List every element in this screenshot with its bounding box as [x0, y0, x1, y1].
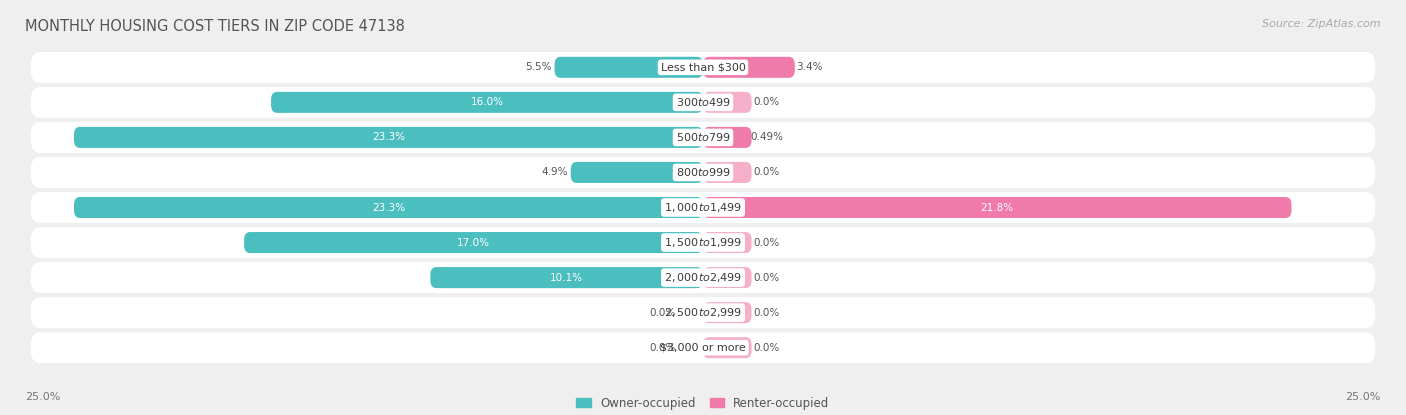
FancyBboxPatch shape — [75, 197, 703, 218]
Text: 16.0%: 16.0% — [471, 98, 503, 107]
Legend: Owner-occupied, Renter-occupied: Owner-occupied, Renter-occupied — [576, 397, 830, 410]
Text: 4.9%: 4.9% — [541, 168, 568, 178]
Text: 17.0%: 17.0% — [457, 237, 491, 247]
FancyBboxPatch shape — [31, 332, 1375, 363]
FancyBboxPatch shape — [31, 227, 1375, 258]
FancyBboxPatch shape — [703, 197, 1292, 218]
Text: 0.0%: 0.0% — [754, 98, 779, 107]
FancyBboxPatch shape — [245, 232, 703, 253]
Text: 0.0%: 0.0% — [754, 168, 779, 178]
Text: $2,000 to $2,499: $2,000 to $2,499 — [664, 271, 742, 284]
FancyBboxPatch shape — [703, 162, 752, 183]
FancyBboxPatch shape — [703, 127, 752, 148]
Text: 23.3%: 23.3% — [373, 203, 405, 212]
Text: 25.0%: 25.0% — [25, 392, 60, 402]
FancyBboxPatch shape — [554, 57, 703, 78]
Text: $500 to $799: $500 to $799 — [675, 132, 731, 144]
FancyBboxPatch shape — [271, 92, 703, 113]
Text: 0.0%: 0.0% — [754, 343, 779, 353]
FancyBboxPatch shape — [31, 122, 1375, 153]
FancyBboxPatch shape — [703, 92, 752, 113]
FancyBboxPatch shape — [31, 192, 1375, 223]
Text: 25.0%: 25.0% — [1346, 392, 1381, 402]
Text: $2,500 to $2,999: $2,500 to $2,999 — [664, 306, 742, 319]
Text: Less than $300: Less than $300 — [661, 62, 745, 72]
Text: MONTHLY HOUSING COST TIERS IN ZIP CODE 47138: MONTHLY HOUSING COST TIERS IN ZIP CODE 4… — [25, 19, 405, 34]
Text: 0.0%: 0.0% — [650, 343, 676, 353]
FancyBboxPatch shape — [703, 57, 794, 78]
FancyBboxPatch shape — [703, 232, 752, 253]
Text: 23.3%: 23.3% — [373, 132, 405, 142]
Text: Source: ZipAtlas.com: Source: ZipAtlas.com — [1263, 19, 1381, 29]
FancyBboxPatch shape — [75, 127, 703, 148]
FancyBboxPatch shape — [703, 337, 752, 358]
Text: 21.8%: 21.8% — [981, 203, 1014, 212]
Text: 0.49%: 0.49% — [749, 132, 783, 142]
Text: 5.5%: 5.5% — [524, 62, 551, 72]
Text: $800 to $999: $800 to $999 — [675, 166, 731, 178]
FancyBboxPatch shape — [703, 267, 752, 288]
Text: $1,500 to $1,999: $1,500 to $1,999 — [664, 236, 742, 249]
Text: $1,000 to $1,499: $1,000 to $1,499 — [664, 201, 742, 214]
FancyBboxPatch shape — [31, 157, 1375, 188]
FancyBboxPatch shape — [430, 267, 703, 288]
FancyBboxPatch shape — [571, 162, 703, 183]
Text: 0.0%: 0.0% — [754, 273, 779, 283]
FancyBboxPatch shape — [703, 302, 752, 323]
FancyBboxPatch shape — [31, 262, 1375, 293]
Text: 0.0%: 0.0% — [754, 237, 779, 247]
FancyBboxPatch shape — [31, 87, 1375, 118]
Text: $300 to $499: $300 to $499 — [675, 96, 731, 108]
FancyBboxPatch shape — [31, 52, 1375, 83]
Text: $3,000 or more: $3,000 or more — [661, 343, 745, 353]
FancyBboxPatch shape — [31, 297, 1375, 328]
Text: 0.0%: 0.0% — [754, 308, 779, 317]
Text: 10.1%: 10.1% — [550, 273, 583, 283]
Text: 0.0%: 0.0% — [650, 308, 676, 317]
Text: 3.4%: 3.4% — [796, 62, 823, 72]
